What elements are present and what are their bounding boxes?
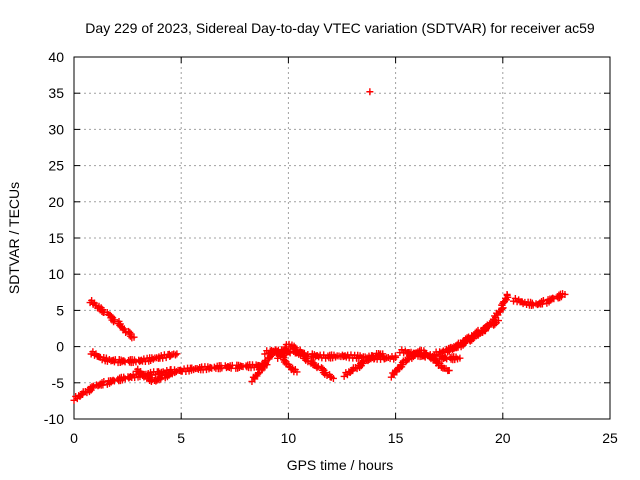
data-point [557,293,565,301]
data-point [171,351,179,359]
data-point [111,316,119,324]
data-point [304,358,312,366]
data-point [340,372,348,380]
data-point [70,396,78,404]
y-tick-label: 5 [56,302,64,318]
grid-lines [74,57,610,419]
data-point [149,355,157,363]
data-point [445,347,453,355]
y-tick-label: 15 [48,230,64,246]
data-point [495,317,503,325]
data-point [379,350,387,358]
data-point [157,375,165,383]
data-point [465,333,473,341]
x-tick-label: 25 [602,430,618,446]
y-tick-label: 0 [56,339,64,355]
data-point [445,366,453,374]
data-point [503,290,511,298]
data-point [130,333,138,341]
data-point [392,368,400,376]
data-point [314,362,322,370]
y-axis-label: SDTVAR / TECUs [6,182,22,294]
data-point [360,358,368,366]
y-tick-label: 20 [48,194,64,210]
x-tick-label: 5 [177,430,185,446]
data-point [392,353,400,361]
y-tick-label: 25 [48,158,64,174]
x-tick-label: 15 [388,430,404,446]
y-tick-label: -5 [52,375,65,391]
data-points [70,88,569,404]
axis-ticks: 0 5 10 15 20 25 -10 -5 0 5 10 15 20 25 30 35 40 [44,49,618,446]
x-tick-label: 20 [495,430,511,446]
y-tick-label: 40 [48,49,64,65]
data-point [539,296,547,304]
y-tick-label: 30 [48,121,64,137]
data-point [158,371,166,379]
data-point [293,368,301,376]
x-axis-label: GPS time / hours [287,457,394,473]
data-point [120,325,128,333]
data-point [171,369,179,377]
data-point [329,374,337,382]
data-point [456,354,464,362]
data-point [376,351,384,359]
data-point [173,350,181,358]
data-point [367,355,375,363]
y-tick-label: 10 [48,266,64,282]
y-tick-label: -10 [44,411,64,427]
y-tick-label: 35 [48,85,64,101]
x-tick-label: 0 [70,430,78,446]
x-tick-label: 10 [281,430,297,446]
data-point [561,290,569,298]
data-point [366,88,374,96]
chart-title: Day 229 of 2023, Sidereal Day-to-day VTE… [85,20,595,36]
